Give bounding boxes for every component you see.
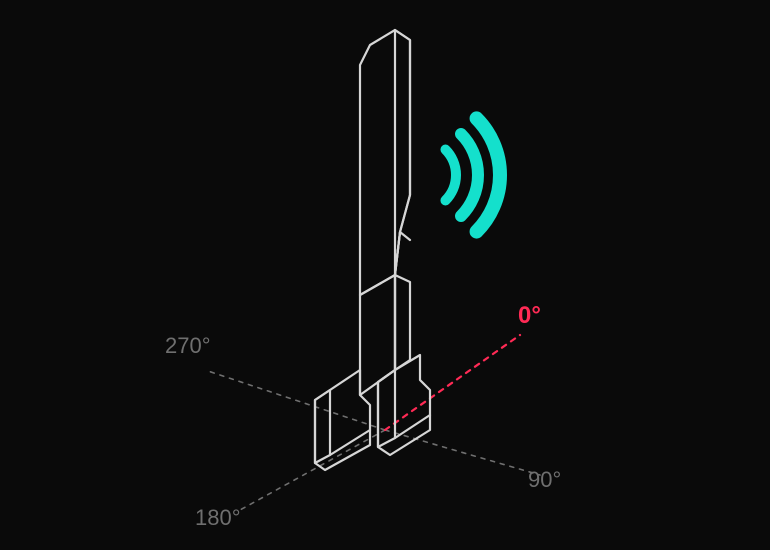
signal-arc-1 [461,134,478,216]
angle-label-deg270: 270° [165,333,211,359]
axis-line-deg180 [240,430,385,510]
angle-label-deg180: 180° [195,505,241,531]
axis-line-deg0 [385,335,520,430]
antenna-outline-0 [360,30,410,295]
antenna-outline-2 [360,275,395,395]
axis-line-deg90 [385,430,540,475]
diagram-svg [0,0,770,550]
antenna-outline-3 [395,275,410,370]
antenna-outline-6 [315,390,330,463]
antenna-outline-5 [315,370,370,470]
angle-label-deg0: 0° [518,302,541,330]
diagram-stage: 90° 180° 270° 0° [0,0,770,550]
signal-arc-2 [445,150,456,201]
antenna-outline-7 [330,430,370,455]
antenna-outline-4 [395,232,410,370]
angle-label-deg90: 90° [528,467,561,493]
axis-line-deg270 [205,370,385,430]
